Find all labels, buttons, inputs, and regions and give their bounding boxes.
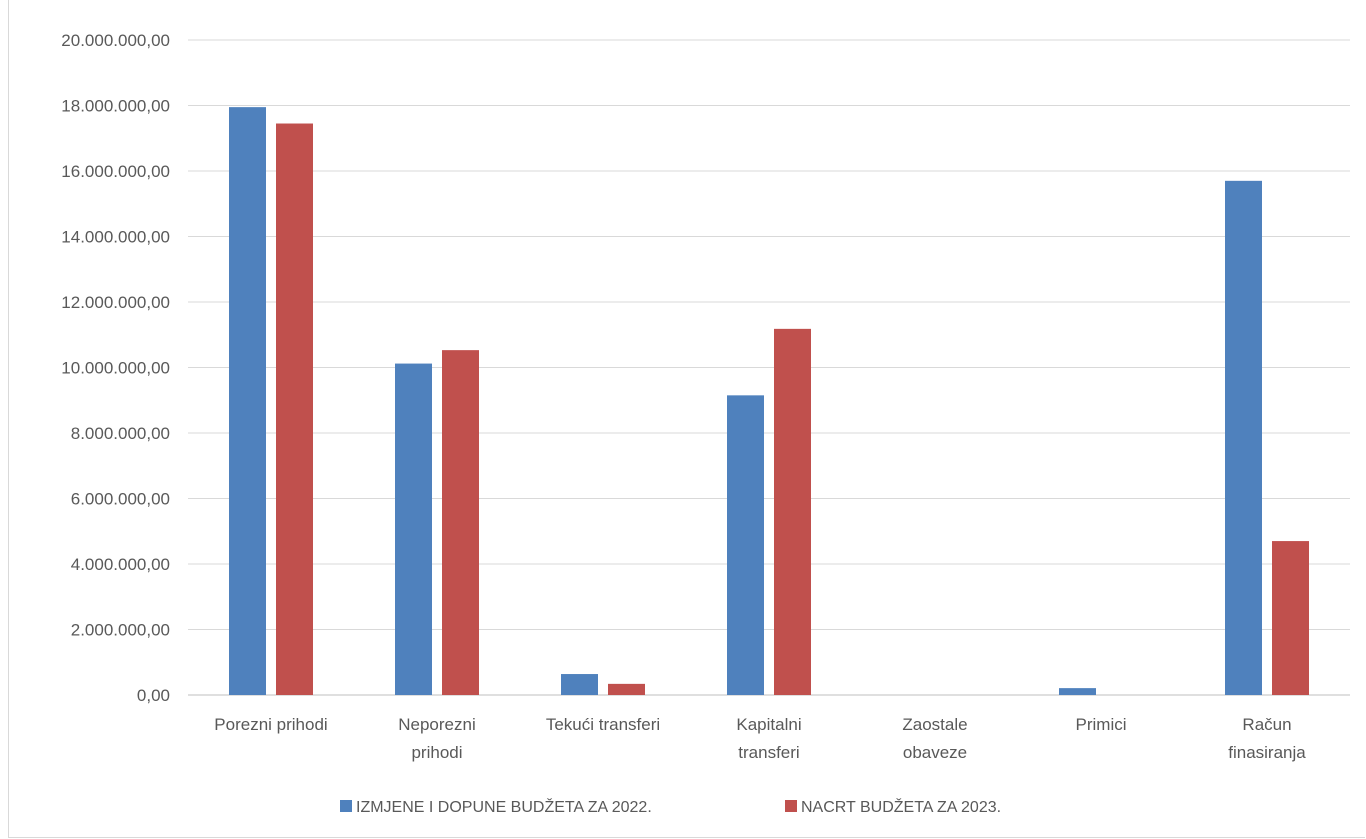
y-tick-label: 4.000.000,00	[71, 555, 170, 574]
bar-2023	[608, 683, 645, 695]
legend-label: IZMJENE I DOPUNE BUDŽETA ZA 2022.	[356, 797, 652, 816]
y-tick-label: 8.000.000,00	[71, 424, 170, 443]
y-tick-label: 2.000.000,00	[71, 621, 170, 640]
x-category-label: Kapitalni	[736, 715, 801, 734]
bar-2023	[774, 328, 811, 695]
gridlines	[188, 39, 1350, 696]
x-category-label: Porezni prihodi	[214, 715, 327, 734]
x-category-label: Neporezni	[398, 715, 476, 734]
y-tick-label: 6.000.000,00	[71, 490, 170, 509]
bar-2023	[442, 350, 479, 695]
x-category-label: obaveze	[903, 743, 967, 762]
bars	[229, 107, 1309, 695]
bar-2023	[1272, 541, 1309, 695]
y-tick-label: 18.000.000,00	[61, 97, 170, 116]
y-tick-label: 10.000.000,00	[61, 359, 170, 378]
bar-2022	[229, 107, 266, 695]
x-category-label: prihodi	[411, 743, 462, 762]
legend-swatch	[340, 800, 352, 812]
x-category-label: Tekući transferi	[546, 715, 660, 734]
y-tick-label: 12.000.000,00	[61, 293, 170, 312]
bar-2022	[395, 363, 432, 695]
x-category-label: Račun	[1242, 715, 1291, 734]
bar-2022	[1225, 180, 1262, 695]
legend: IZMJENE I DOPUNE BUDŽETA ZA 2022. NACRT B…	[340, 797, 1001, 816]
x-category-label: finasiranja	[1228, 743, 1306, 762]
bar-2022	[1059, 688, 1096, 695]
y-axis-ticks: 0,00 2.000.000,00 4.000.000,00 6.000.000,00…	[61, 31, 170, 705]
legend-swatch	[785, 800, 797, 812]
x-category-label: Zaostale	[902, 715, 967, 734]
bar-2022	[727, 395, 764, 695]
bar-2023	[276, 123, 313, 695]
y-tick-label: 16.000.000,00	[61, 162, 170, 181]
y-tick-label: 0,00	[137, 686, 170, 705]
y-tick-label: 20.000.000,00	[61, 31, 170, 50]
legend-label: NACRT BUDŽETA ZA 2023.	[801, 797, 1001, 816]
chart-frame	[8, 0, 1365, 838]
bar-2022	[561, 674, 598, 695]
x-axis-categories: Porezni prihodi Neporezni prihodi Tekući tr…	[214, 715, 1306, 762]
y-tick-label: 14.000.000,00	[61, 228, 170, 247]
x-category-label: Primici	[1076, 715, 1127, 734]
x-category-label: transferi	[738, 743, 799, 762]
